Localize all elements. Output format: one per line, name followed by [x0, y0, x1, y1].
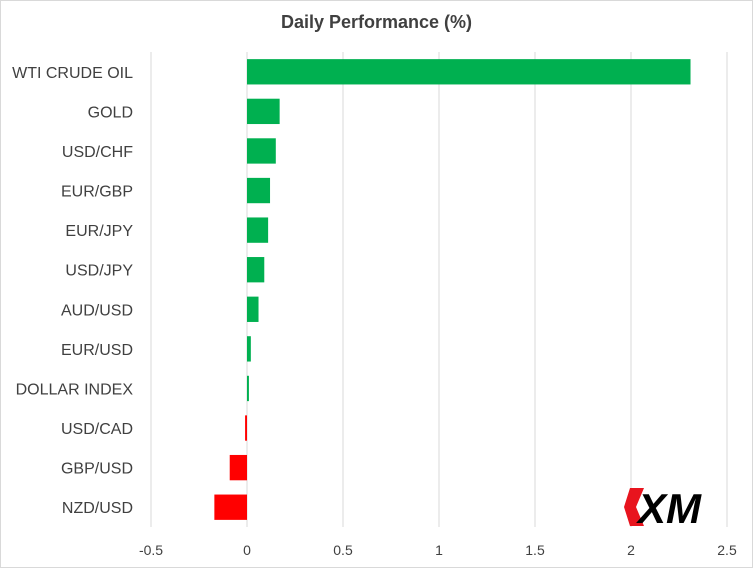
category-label: EUR/USD: [61, 342, 133, 359]
bar-eur-usd: [247, 336, 251, 362]
category-label: WTI CRUDE OIL: [12, 65, 133, 82]
xm-logo-chevron: [624, 488, 644, 526]
category-label: DOLLAR INDEX: [16, 381, 134, 398]
x-tick-label: 1: [435, 542, 443, 558]
x-tick-label: 0.5: [333, 542, 353, 558]
bar-aud-usd: [247, 296, 259, 322]
bar-dollar-index: [247, 375, 249, 402]
category-label: AUD/USD: [61, 302, 133, 319]
bar-eur-gbp: [247, 177, 271, 204]
category-label: USD/CAD: [61, 421, 133, 438]
category-label: USD/CHF: [62, 144, 133, 161]
bar-eur-jpy: [247, 217, 269, 243]
xm-logo-text: XM: [636, 486, 702, 528]
x-tick-label: 0: [243, 542, 251, 558]
gridlines: [150, 52, 728, 527]
x-tick-label: 2: [627, 542, 635, 558]
bars: [214, 59, 691, 520]
bar-gold: [247, 98, 280, 125]
bar-wti-crude-oil: [247, 59, 691, 85]
category-label: GOLD: [88, 104, 133, 121]
category-labels: WTI CRUDE OIL GOLD USD/CHF EUR/GBP EUR/JPY US…: [12, 65, 133, 517]
xm-logo-icon: XM: [624, 486, 702, 528]
category-label: USD/JPY: [65, 263, 133, 280]
bar-nzd-usd: [214, 494, 247, 520]
bar-usd-cad: [245, 415, 247, 441]
x-tick-label: 2.5: [717, 542, 737, 558]
bar-gbp-usd: [229, 454, 247, 481]
category-label: NZD/USD: [62, 500, 133, 517]
chart-title: Daily Performance (%): [280, 12, 473, 32]
category-label: EUR/JPY: [65, 223, 133, 240]
category-label: GBP/USD: [61, 461, 133, 478]
x-tick-label: 1.5: [525, 542, 545, 558]
x-tick-labels: -0.5 0 0.5 1 1.5 2 2.5: [139, 542, 737, 558]
bar-usd-chf: [247, 138, 276, 164]
x-tick-label: -0.5: [139, 542, 163, 558]
category-label: EUR/GBP: [61, 184, 133, 201]
bar-usd-jpy: [247, 257, 265, 283]
